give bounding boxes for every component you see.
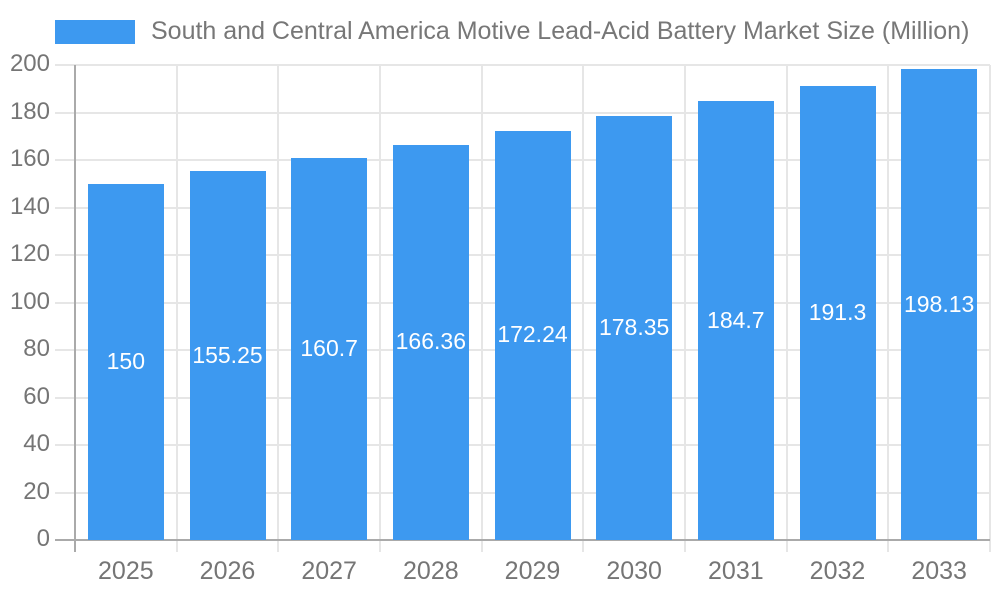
bar-2030[interactable] [596, 116, 673, 540]
x-axis-tick-label: 2030 [606, 557, 662, 585]
y-axis-tick-label: 0 [36, 525, 50, 552]
bar-2027[interactable] [291, 158, 368, 540]
bar-value-label: 150 [106, 347, 146, 374]
y-axis-tick-label: 200 [9, 50, 50, 77]
bar-value-label: 198.13 [903, 290, 975, 317]
x-gridline [277, 65, 280, 552]
y-axis-tick-label: 160 [9, 145, 50, 172]
x-axis-line [55, 539, 990, 541]
chart-title: South and Central America Motive Lead-Ac… [151, 17, 970, 45]
x-gridline [175, 65, 178, 552]
bar-2031[interactable] [697, 101, 774, 540]
x-axis-tick-label: 2025 [98, 557, 154, 585]
legend-item[interactable]: South and Central America Motive Lead-Ac… [55, 17, 969, 46]
bar-value-label: 172.24 [497, 321, 568, 348]
x-gridline [785, 65, 788, 552]
x-axis-tick-label: 2029 [504, 557, 561, 585]
bar-value-label: 184.7 [707, 306, 765, 333]
y-axis-line [74, 65, 76, 552]
y-gridline [55, 64, 990, 66]
x-gridline [480, 65, 483, 552]
x-axis-tick-label: 2027 [301, 557, 357, 585]
x-gridline [887, 65, 890, 552]
bar-2029[interactable] [494, 130, 571, 540]
x-axis-tick-label: 2028 [403, 557, 459, 585]
legend-swatch-icon [55, 19, 135, 44]
x-gridline [989, 65, 991, 552]
x-gridline [684, 65, 686, 552]
bar-value-label: 166.36 [395, 328, 466, 355]
x-axis-tick-label: 2031 [708, 557, 764, 585]
x-gridline [582, 65, 585, 552]
bar-2026[interactable] [189, 171, 266, 540]
bar-2032[interactable] [799, 85, 876, 540]
bar-2028[interactable] [392, 144, 469, 540]
x-gridline [379, 65, 381, 552]
x-axis-tick-label: 2032 [809, 557, 866, 585]
y-axis-tick-label: 140 [9, 192, 50, 220]
y-axis-tick-label: 20 [23, 477, 50, 505]
bar-2025[interactable] [87, 183, 164, 540]
y-gridline [55, 111, 990, 114]
bar-value-label: 155.25 [192, 341, 263, 368]
y-axis-tick-label: 120 [9, 240, 50, 267]
bar-value-label: 160.7 [300, 335, 358, 362]
y-axis-tick-label: 180 [9, 97, 50, 125]
bar-value-label: 178.35 [598, 314, 670, 341]
y-axis-tick-label: 40 [23, 430, 50, 457]
bar-value-label: 191.3 [808, 298, 867, 325]
x-axis-tick-label: 2033 [911, 557, 967, 585]
y-axis-tick-label: 80 [23, 335, 50, 362]
y-axis-tick-label: 100 [9, 287, 50, 315]
bar-2033[interactable] [901, 69, 978, 540]
y-axis-tick-label: 60 [23, 382, 50, 410]
x-axis-tick-label: 2026 [199, 557, 256, 585]
